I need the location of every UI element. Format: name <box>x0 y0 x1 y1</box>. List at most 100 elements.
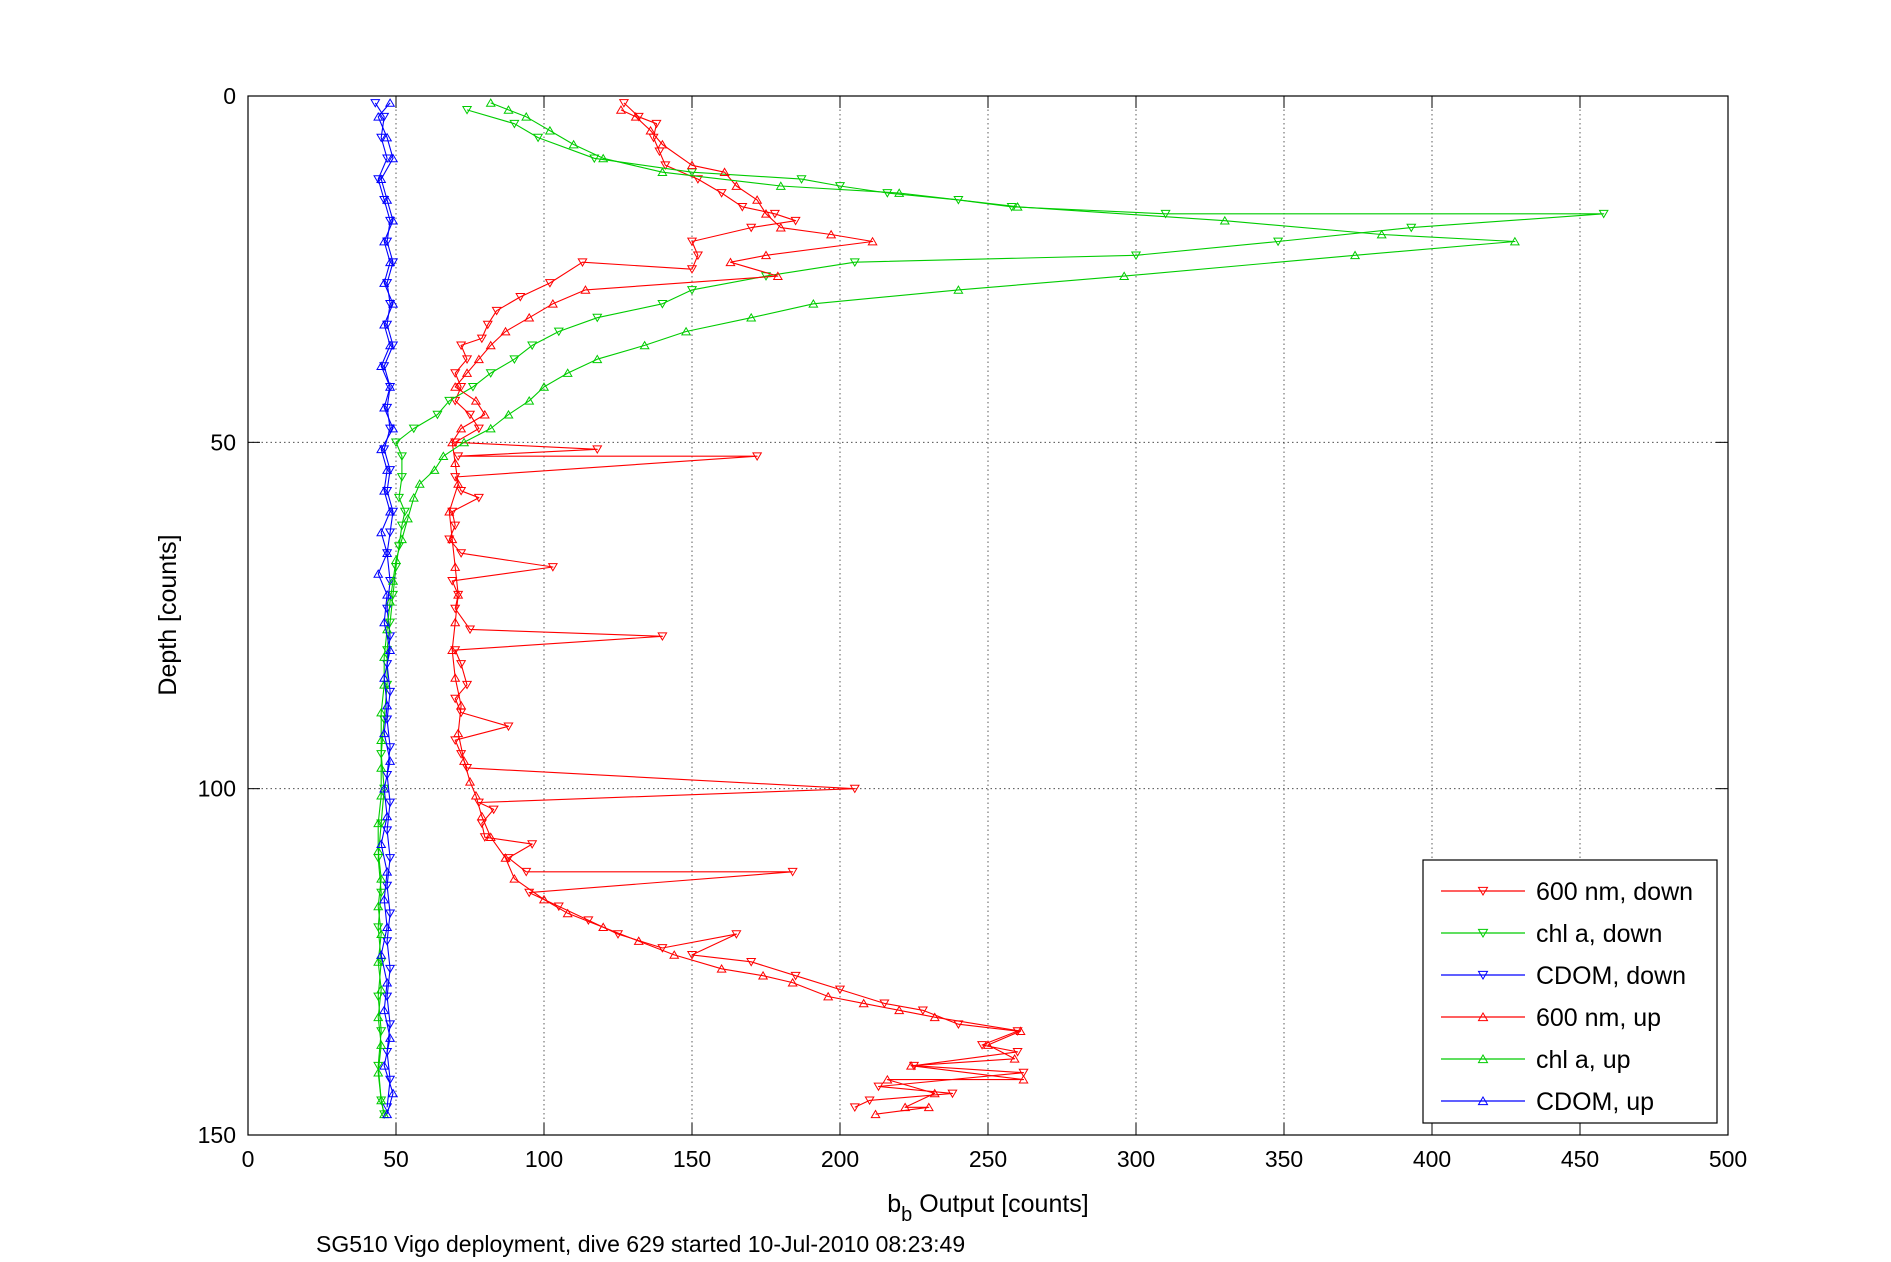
data-point-marker <box>929 1012 940 1022</box>
data-point-marker <box>370 99 381 108</box>
legend-label: chl a, down <box>1536 920 1662 948</box>
x-axis-title-main: b <box>887 1190 901 1218</box>
data-point-marker <box>503 409 514 419</box>
data-point-marker <box>432 410 443 420</box>
data-point-marker <box>879 999 890 1009</box>
legend-label: CDOM, down <box>1536 962 1686 990</box>
legend-marker <box>1477 1053 1489 1064</box>
data-point-marker <box>521 112 532 121</box>
data-point-marker <box>775 181 786 190</box>
y-tick-label: 50 <box>210 429 236 455</box>
data-point-marker <box>461 680 473 690</box>
data-point-marker <box>894 1005 905 1015</box>
data-point-marker <box>450 617 461 627</box>
data-point-marker <box>450 382 461 391</box>
data-point-marker <box>464 410 476 420</box>
data-point-marker <box>382 589 393 599</box>
data-point-marker <box>1509 236 1520 246</box>
data-point-marker <box>1012 202 1023 211</box>
data-point-marker <box>382 715 393 725</box>
data-point-marker <box>485 98 496 107</box>
data-point-marker <box>382 465 393 474</box>
data-point-marker <box>686 286 698 295</box>
data-point-marker <box>1018 1074 1029 1084</box>
series-line <box>377 102 1516 1115</box>
data-point-marker <box>373 901 384 911</box>
data-point-marker <box>387 341 399 351</box>
y-tick-label: 0 <box>223 83 236 109</box>
data-point-marker <box>485 423 496 433</box>
data-point-marker <box>461 355 473 364</box>
data-point-marker <box>509 355 520 364</box>
data-point-marker <box>849 258 860 268</box>
data-point-marker <box>382 811 393 821</box>
data-point-marker <box>692 251 703 261</box>
data-point-marker <box>485 369 496 378</box>
data-point-marker <box>544 125 555 135</box>
y-tick-label: 100 <box>198 776 236 802</box>
data-point-marker <box>373 846 384 855</box>
data-point-marker <box>385 466 396 475</box>
data-point-marker <box>544 279 555 288</box>
data-point-marker <box>461 105 473 115</box>
data-point-marker <box>385 299 396 309</box>
data-point-marker <box>387 299 399 308</box>
data-point-marker <box>379 894 390 904</box>
legend-entry: 600 nm, up <box>1441 1004 1661 1032</box>
data-point-marker <box>479 409 490 419</box>
data-point-marker <box>396 534 407 544</box>
data-point-marker <box>485 832 496 842</box>
data-point-marker <box>577 258 588 268</box>
data-point-marker <box>376 735 387 745</box>
data-point-marker <box>615 105 627 114</box>
data-point-marker <box>379 652 390 661</box>
x-tick-label: 100 <box>525 1146 563 1172</box>
data-point-marker <box>385 1075 396 1085</box>
data-point-marker <box>651 119 662 129</box>
data-point-marker <box>450 369 461 378</box>
data-point-marker <box>657 944 668 953</box>
legend-entry: 600 nm, down <box>1441 878 1693 906</box>
data-point-marker <box>547 563 558 572</box>
data-point-marker <box>382 1109 393 1119</box>
data-point-marker <box>385 528 396 538</box>
series-line <box>448 109 1025 1115</box>
data-point-marker <box>1406 223 1417 233</box>
data-point-marker <box>376 950 387 959</box>
data-point-marker <box>1006 202 1017 212</box>
data-point-marker <box>387 215 399 225</box>
data-point-marker <box>379 728 390 738</box>
data-point-marker <box>882 189 893 198</box>
data-point-marker <box>580 285 591 294</box>
data-point-marker <box>450 694 461 704</box>
data-point-marker <box>630 112 641 121</box>
data-point-marker <box>491 306 502 316</box>
data-point-marker <box>385 798 396 808</box>
data-point-marker <box>524 312 535 322</box>
legend-entry: chl a, down <box>1441 920 1662 948</box>
data-point-marker <box>746 957 757 967</box>
data-point-marker <box>382 154 393 164</box>
data-point-marker <box>382 403 393 413</box>
data-point-marker <box>834 182 846 191</box>
data-point-marker <box>450 646 461 655</box>
data-point-marker <box>447 645 458 654</box>
data-point-marker <box>444 396 455 406</box>
data-point-marker <box>947 1089 958 1099</box>
data-point-marker <box>864 1096 875 1106</box>
data-point-marker <box>509 119 520 129</box>
data-point-marker <box>385 756 396 765</box>
y-axis-title: Depth [counts] <box>154 534 182 695</box>
x-tick-label: 450 <box>1561 1146 1599 1172</box>
data-point-marker <box>731 930 742 939</box>
data-point-marker <box>500 853 511 862</box>
data-point-marker <box>379 1005 390 1015</box>
data-point-marker <box>858 998 869 1008</box>
data-point-marker <box>376 819 387 829</box>
data-point-marker <box>459 756 470 765</box>
data-point-marker <box>849 1103 860 1113</box>
data-point-marker <box>923 1102 934 1112</box>
data-point-marker <box>562 908 573 918</box>
data-point-marker <box>731 181 742 190</box>
data-point-marker <box>379 680 390 689</box>
